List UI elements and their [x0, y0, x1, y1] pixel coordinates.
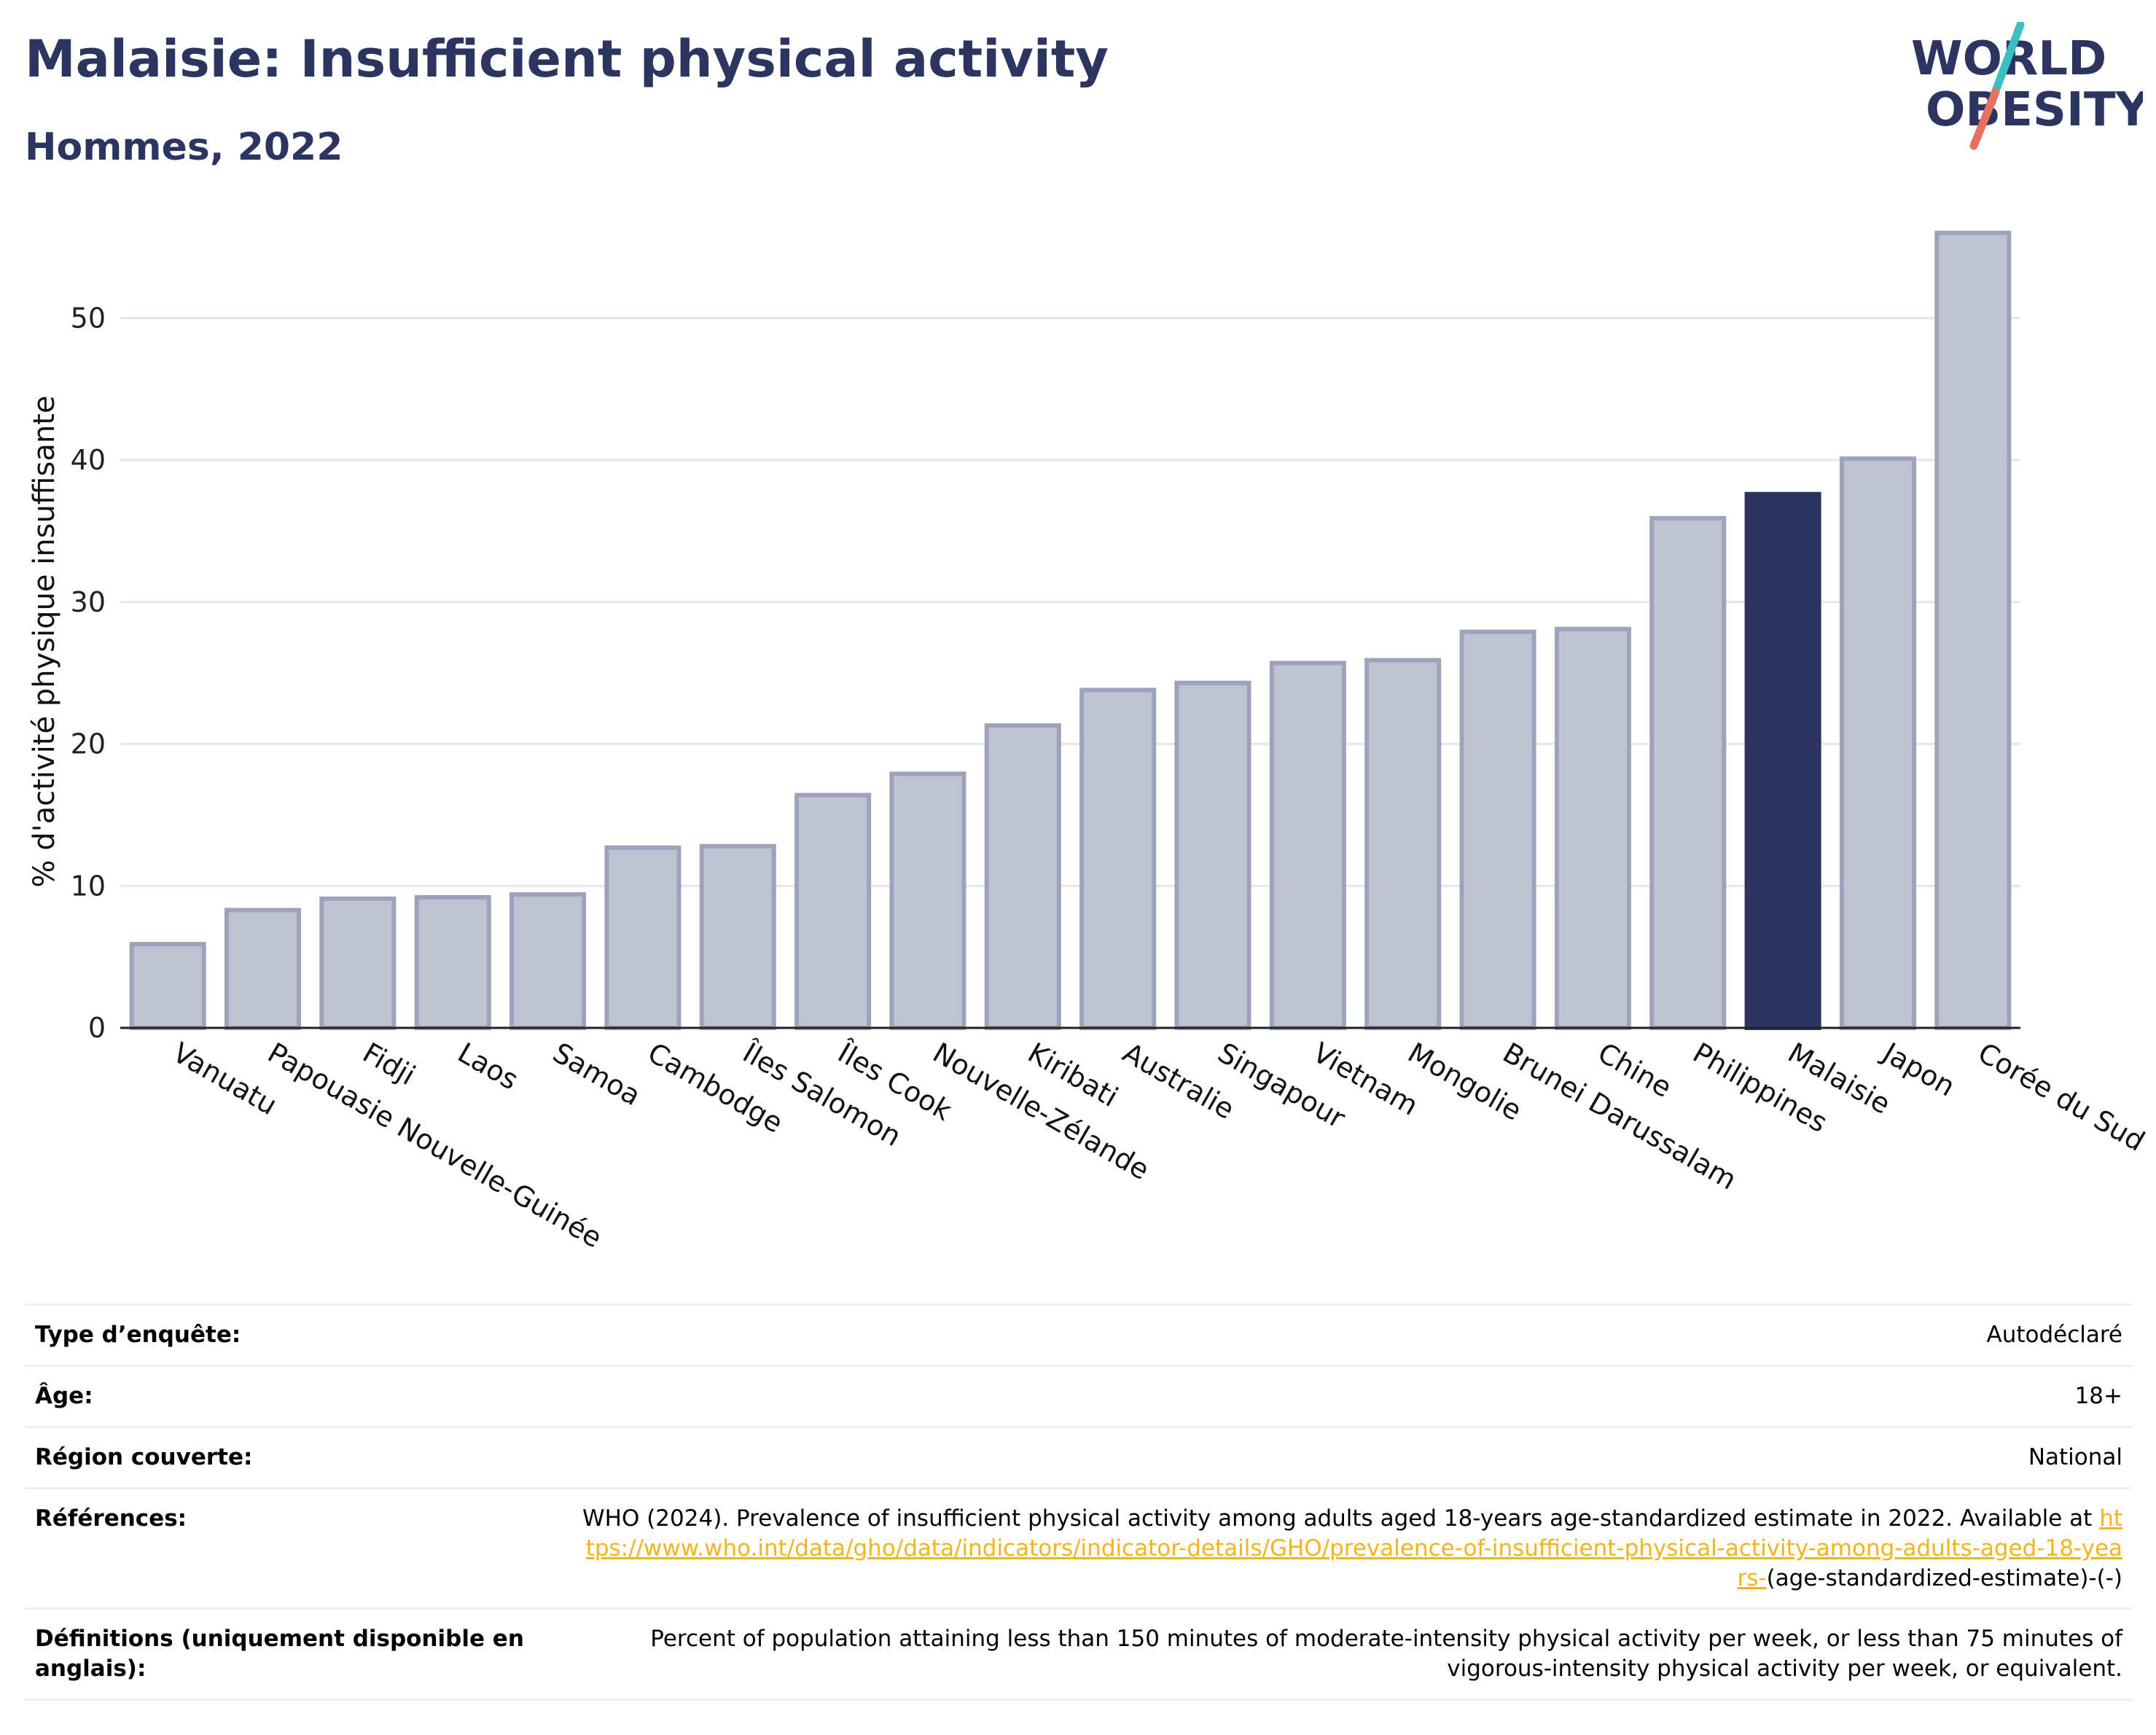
bar	[984, 723, 1061, 1030]
definitions-value: Percent of population attaining less tha…	[650, 1626, 2122, 1683]
bar	[889, 771, 966, 1030]
metadata-table-body: Type d’enquête: Autodéclaré Âge: 18+ Rég…	[25, 1304, 2133, 1700]
bar	[1364, 658, 1442, 1030]
table-row-region: Région couverte: National	[25, 1427, 2133, 1489]
survey-type-value: Autodéclaré	[1986, 1322, 2122, 1348]
table-row-definitions: Définitions (uniquement disponible en an…	[25, 1608, 2133, 1700]
bar	[1269, 660, 1346, 1030]
logo-slash-top	[1990, 22, 2025, 99]
references-suffix: (age-standardized-estimate)-(-)	[1766, 1564, 2122, 1591]
age-value: 18+	[2074, 1382, 2122, 1409]
region-label: Région couverte:	[35, 1443, 253, 1470]
bar	[1934, 230, 2012, 1031]
x-tick-label: Laos	[453, 1037, 524, 1096]
logo-slash-bottom	[1969, 87, 2000, 150]
bar	[1649, 515, 1727, 1030]
bar	[1459, 629, 1536, 1030]
y-tick-label: 30	[71, 586, 106, 618]
bar	[604, 845, 681, 1030]
survey-type-label: Type d’enquête:	[35, 1322, 241, 1348]
y-tick-label: 20	[71, 728, 106, 760]
references-link[interactable]: https://www.who.int/data/gho/data/indica…	[585, 1505, 2122, 1591]
references-label: Références:	[35, 1505, 187, 1532]
logo-text-obesity: OBESITY	[1926, 83, 2143, 137]
bar	[1174, 680, 1251, 1031]
y-tick-label: 10	[71, 870, 106, 902]
bar-highlight	[1744, 491, 1821, 1030]
bar	[794, 792, 872, 1030]
world-obesity-logo: WORLD OBESITY	[1911, 22, 2143, 150]
x-tick-label: Vanuatu	[168, 1037, 283, 1121]
bar	[319, 896, 397, 1030]
table-row-survey-type: Type d’enquête: Autodéclaré	[25, 1304, 2133, 1366]
chart-title: Malaisie: Insufficient physical activity	[25, 29, 1109, 89]
x-tick-label: Fidji	[357, 1037, 421, 1092]
definitions-label: Définitions (uniquement disponible en an…	[35, 1626, 524, 1683]
metadata-table: Type d’enquête: Autodéclaré Âge: 18+ Rég…	[25, 1303, 2133, 1701]
bar	[1079, 687, 1157, 1030]
x-tick-label: Samoa	[547, 1037, 646, 1112]
chart-subtitle: Hommes, 2022	[25, 125, 343, 169]
region-value: National	[2028, 1443, 2122, 1470]
x-tick-label: Îles Salomon	[737, 1036, 907, 1153]
bar	[509, 892, 587, 1031]
bar	[129, 942, 206, 1030]
references-text: WHO (2024). Prevalence of insufficient p…	[582, 1505, 2093, 1532]
y-tick-label: 40	[71, 444, 106, 476]
y-axis-label: % d'activité physique insuffisante	[28, 396, 61, 888]
y-tick-label: 50	[71, 302, 106, 334]
age-label: Âge:	[35, 1382, 93, 1409]
references-value: WHO (2024). Prevalence of insufficient p…	[570, 1488, 2133, 1609]
bar	[1554, 626, 1631, 1030]
y-tick-label: 0	[88, 1012, 106, 1044]
bar	[224, 908, 302, 1030]
bar	[1839, 456, 1917, 1030]
table-row-references: Références: WHO (2024). Prevalence of in…	[25, 1488, 2133, 1609]
x-tick-label: Papouasie Nouvelle-Guinée	[262, 1037, 607, 1255]
table-row-age: Âge: 18+	[25, 1365, 2133, 1427]
x-tick-label: Corée du Sud	[1972, 1037, 2150, 1158]
bar	[414, 894, 491, 1031]
bar	[699, 843, 776, 1030]
